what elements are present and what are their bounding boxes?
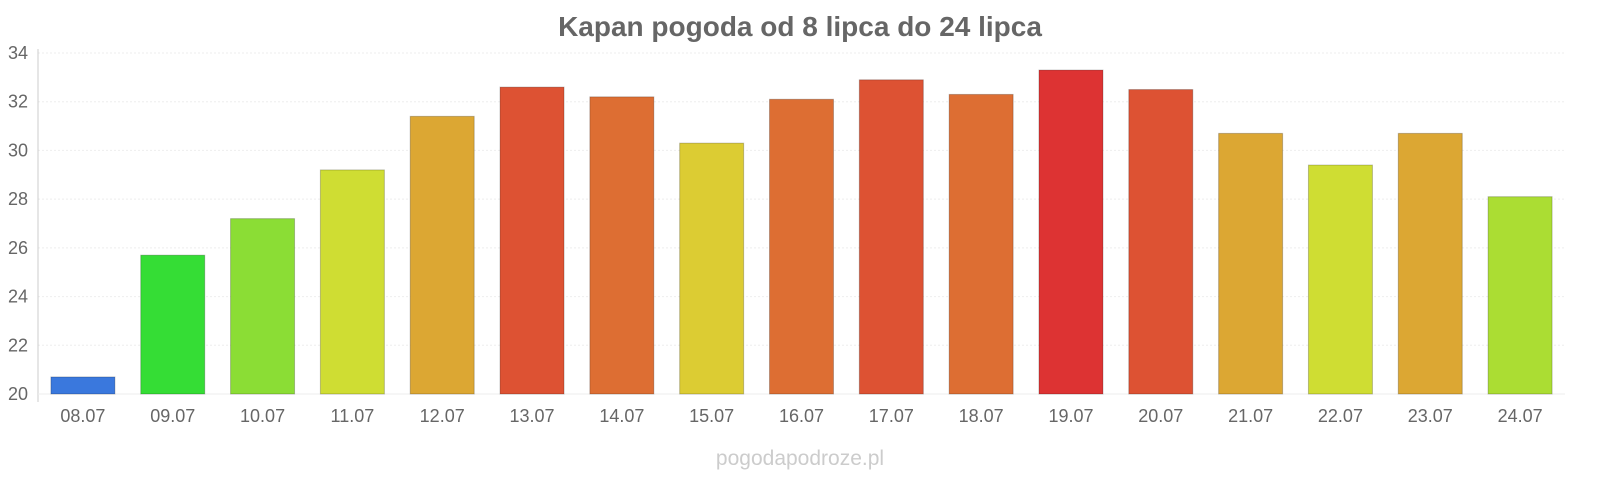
bar-14.07 (589, 96, 655, 395)
x-tick-label: 19.07 (1048, 406, 1093, 426)
bar-19.07 (1038, 69, 1104, 395)
x-tick-label: 17.07 (869, 406, 914, 426)
y-tick-label: 24 (8, 287, 28, 307)
x-tick-label: 16.07 (779, 406, 824, 426)
bar-24.07 (1487, 196, 1553, 395)
y-tick-label: 30 (8, 140, 28, 160)
chart-title: Kapan pogoda od 8 lipca do 24 lipca (558, 11, 1042, 42)
x-tick-label: 15.07 (689, 406, 734, 426)
x-tick-label: 11.07 (331, 406, 375, 426)
bar-12.07 (409, 115, 475, 395)
bar-18.07 (948, 93, 1014, 395)
y-tick-label: 32 (8, 92, 28, 112)
x-tick-label: 08.07 (60, 406, 105, 426)
x-tick-label: 20.07 (1138, 406, 1183, 426)
x-tick-label: 22.07 (1318, 406, 1363, 426)
bar-15.07 (679, 142, 745, 395)
bar-11.07 (319, 169, 385, 395)
bars (50, 69, 1553, 395)
x-tick-label: 21.07 (1228, 406, 1273, 426)
bar-16.07 (769, 98, 834, 395)
y-tick-label: 26 (8, 238, 28, 258)
x-tick-label: 18.07 (959, 406, 1004, 426)
x-tick-label: 13.07 (510, 406, 555, 426)
x-tick-label: 14.07 (599, 406, 644, 426)
y-tick-label: 20 (8, 384, 28, 404)
y-tick-label: 34 (8, 43, 28, 63)
x-tick-label: 09.07 (150, 406, 195, 426)
x-tick-label: 10.07 (240, 406, 285, 426)
y-tick-label: 22 (8, 335, 28, 355)
bar-13.07 (499, 86, 565, 395)
bar-21.07 (1218, 132, 1284, 395)
x-tick-label: 12.07 (420, 406, 465, 426)
x-tick-label: 24.07 (1498, 406, 1543, 426)
bar-20.07 (1128, 89, 1194, 395)
bar-10.07 (230, 218, 296, 395)
bar-08.07 (50, 376, 116, 395)
x-axis: 08.07 09.07 10.07 11.07 12.07 13.07 14.07 15.07… (60, 406, 1542, 426)
x-tick-label: 23.07 (1408, 406, 1453, 426)
y-tick-label: 28 (8, 189, 28, 209)
bar-17.07 (858, 79, 924, 395)
bar-09.07 (140, 254, 206, 395)
bar-22.07 (1307, 164, 1373, 395)
source-watermark: pogodapodroze.pl (716, 447, 884, 470)
bar-23.07 (1397, 132, 1463, 395)
